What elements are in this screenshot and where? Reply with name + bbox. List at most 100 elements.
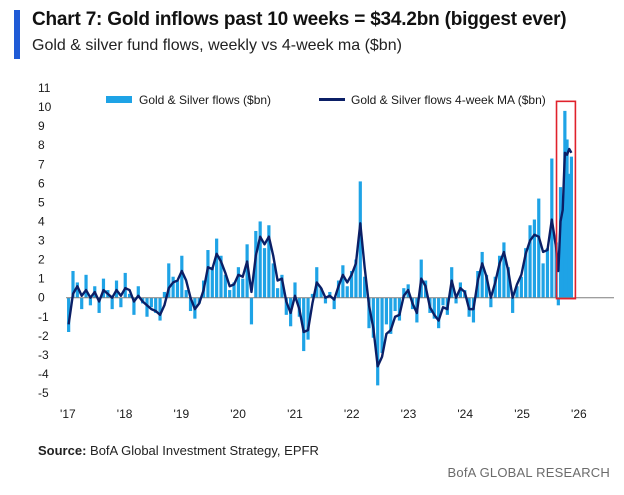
flow-bar	[363, 276, 367, 298]
flow-bar	[545, 248, 550, 298]
flow-bar	[293, 282, 297, 298]
legend: Gold & Silver flows ($bn) Gold & Silver f…	[106, 93, 546, 107]
flow-bar	[561, 204, 565, 298]
flow-bar	[432, 297, 436, 319]
flow-bar	[569, 156, 573, 298]
x-tick-label: '26	[571, 407, 587, 421]
legend-label-bars: Gold & Silver flows ($bn)	[139, 93, 271, 107]
chart-title: Chart 7: Gold inflows past 10 weeks = $3…	[32, 9, 567, 30]
flow-bar	[376, 297, 380, 386]
title-accent-bar	[14, 10, 20, 59]
flow-bar	[71, 271, 75, 298]
flow-bar	[402, 288, 406, 298]
y-tick-label: 9	[38, 119, 45, 133]
flow-bar	[236, 267, 241, 298]
flow-bar	[110, 297, 114, 310]
flow-bar	[149, 297, 153, 308]
flow-bar	[323, 297, 328, 304]
x-axis: '17 '18 '19 '20 '21 '22 '23 '24 '25 '26	[60, 407, 587, 421]
flow-bar	[302, 297, 306, 352]
flow-bar	[210, 267, 214, 298]
flow-bar	[275, 288, 280, 298]
flow-bar	[206, 250, 210, 298]
flow-bar	[123, 272, 127, 298]
flow-bar	[84, 274, 88, 298]
legend-swatch-bars	[106, 96, 132, 103]
flow-bar	[219, 255, 223, 298]
flow-bar	[119, 297, 123, 308]
flow-bar	[319, 288, 323, 298]
flow-bar	[567, 173, 571, 298]
flow-bar	[454, 297, 458, 304]
highlight-layer	[555, 100, 577, 300]
y-tick-label: -4	[38, 367, 49, 381]
flow-bar	[136, 286, 140, 298]
flow-bar	[354, 259, 358, 298]
flow-bar	[532, 219, 536, 298]
x-tick-label: '24	[457, 407, 473, 421]
source-note: Source: BofA Global Investment Strategy,…	[38, 443, 319, 458]
flow-bar	[262, 248, 267, 298]
flow-bar	[519, 276, 523, 298]
flow-bar	[397, 297, 402, 321]
flow-bar	[188, 297, 193, 312]
flow-bar	[215, 238, 219, 298]
flow-bar	[393, 297, 397, 312]
flow-bar	[271, 263, 275, 298]
y-tick-label: 3	[38, 234, 45, 248]
flow-bar	[127, 293, 132, 298]
flow-bar	[524, 248, 528, 298]
flow-bar	[484, 274, 489, 298]
flow-bar	[97, 297, 101, 313]
highlight-box	[555, 100, 577, 300]
flow-bar	[349, 271, 354, 298]
flow-bar	[167, 263, 171, 298]
x-tick-label: '17	[60, 407, 76, 421]
y-tick-label: 5	[38, 195, 45, 209]
flow-bar	[132, 297, 136, 315]
flow-bar	[232, 282, 236, 298]
flow-bar	[80, 297, 84, 310]
flow-bar	[380, 297, 384, 353]
flow-bar	[145, 297, 149, 317]
flow-bar	[88, 297, 93, 306]
x-tick-label: '23	[401, 407, 417, 421]
x-tick-label: '25	[514, 407, 530, 421]
flow-bar	[556, 297, 560, 306]
legend-label-ma: Gold & Silver flows 4-week MA ($bn)	[351, 93, 546, 107]
flow-bar	[537, 198, 541, 298]
flow-bar	[249, 297, 254, 325]
y-tick-label: -1	[38, 310, 49, 324]
flow-bar	[332, 297, 336, 310]
flow-bar	[480, 251, 484, 298]
y-tick-label: 0	[38, 291, 45, 305]
ma-line-layer	[67, 147, 573, 368]
flow-bar	[280, 274, 284, 298]
flow-bar	[267, 225, 271, 298]
brand-logo-text: BofA GLOBAL RESEARCH	[447, 465, 610, 480]
y-tick-label: 4	[38, 214, 45, 228]
y-tick-label: 8	[38, 138, 45, 152]
y-tick-label: -3	[38, 348, 49, 362]
flow-bar	[441, 297, 445, 306]
source-label: Source:	[38, 443, 87, 458]
flow-bar	[158, 297, 162, 321]
flow-bar	[515, 286, 519, 298]
y-tick-label: 11	[38, 81, 51, 95]
flow-bar	[541, 263, 545, 298]
source-text: BofA Global Investment Strategy, EPFR	[86, 443, 319, 458]
flow-bar	[511, 297, 515, 313]
flow-bar	[502, 242, 506, 298]
flow-bar	[345, 286, 349, 298]
y-tick-label: 6	[38, 176, 45, 190]
flow-bar	[528, 225, 532, 298]
flow-bar	[563, 110, 567, 298]
flow-bar	[284, 297, 288, 315]
flow-bar	[175, 280, 180, 298]
flow-bar	[75, 282, 79, 298]
y-tick-label: -2	[38, 329, 49, 343]
flow-bar	[493, 276, 497, 298]
flow-bar	[550, 158, 554, 298]
x-tick-label: '18	[117, 407, 133, 421]
flow-bar	[506, 267, 510, 298]
